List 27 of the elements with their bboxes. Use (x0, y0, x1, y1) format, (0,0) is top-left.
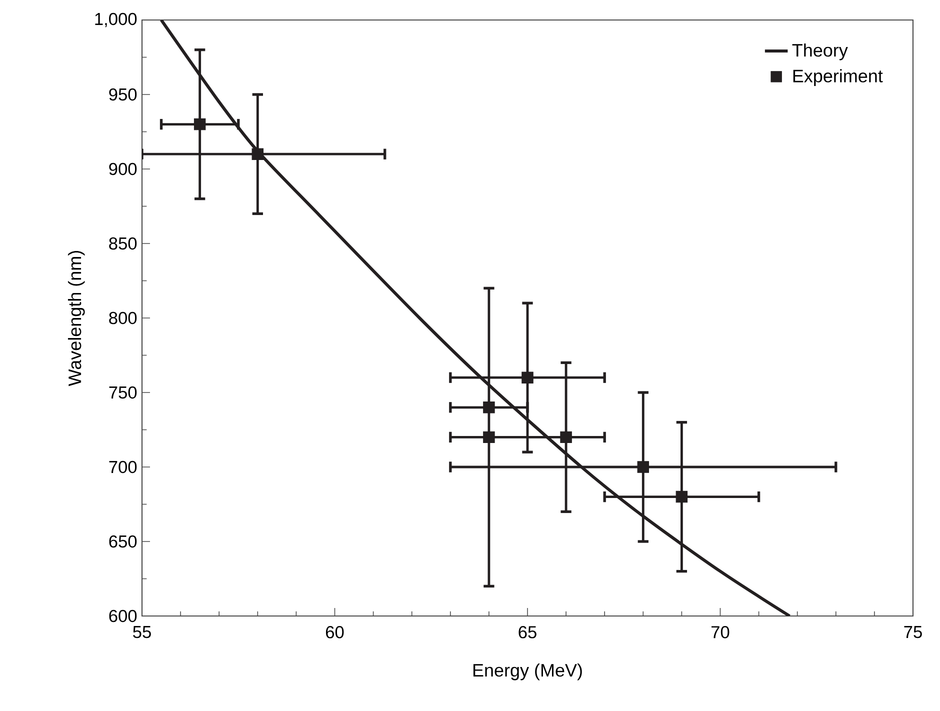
y-tick-label: 1,000 (95, 12, 137, 28)
point (252, 148, 264, 160)
x-tick-label: 75 (904, 626, 922, 638)
y-tick-label: 700 (109, 460, 137, 474)
line-series (160, 20, 792, 616)
x-tick-label: 55 (133, 626, 151, 638)
y-tick-label: 800 (109, 312, 137, 324)
point (676, 490, 688, 503)
y-tick-label: 750 (109, 386, 137, 399)
point (483, 402, 495, 414)
x-tick-label: 70 (712, 626, 730, 638)
point (637, 461, 650, 473)
point (483, 431, 495, 444)
y-tick-label: 900 (109, 162, 137, 176)
y-tick-label: 850 (109, 237, 137, 250)
x-tick-label: 60 (326, 626, 344, 638)
y-axis-title: Wavelength (nm) (68, 250, 85, 386)
point (522, 372, 534, 384)
y-tick-label: 950 (109, 88, 137, 101)
x-tick-label: 65 (518, 626, 536, 638)
y-tick-label: 650 (109, 535, 137, 548)
point (560, 431, 572, 444)
point (194, 118, 206, 130)
legend-label: Experiment (793, 69, 883, 86)
y-tick-label: 600 (109, 610, 137, 622)
legend-label: Theory (792, 43, 848, 60)
x-axis-title: Energy (MeV) (473, 663, 582, 680)
